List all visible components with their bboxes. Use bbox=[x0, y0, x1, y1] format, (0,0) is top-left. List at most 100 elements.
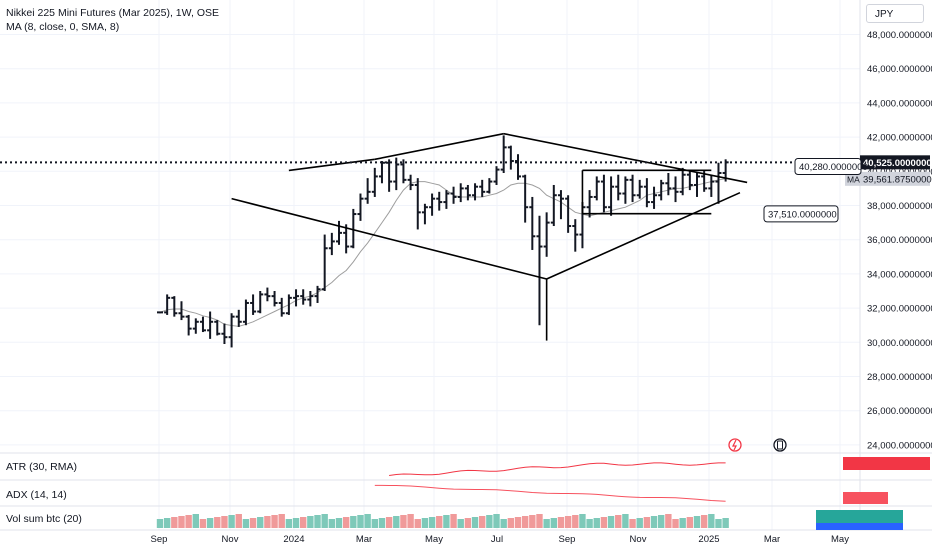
volume-bar bbox=[321, 514, 328, 528]
ohlc-bar bbox=[278, 297, 285, 317]
volume-bar bbox=[171, 517, 178, 528]
volume-bar bbox=[307, 516, 314, 528]
ohlc-bar bbox=[486, 178, 493, 194]
atr-legend[interactable]: ATR (30, RMA) bbox=[6, 461, 77, 473]
volume-bar bbox=[708, 514, 715, 528]
ohlc-bar bbox=[450, 186, 457, 204]
ohlc-bar bbox=[651, 186, 658, 209]
ohlc-bar bbox=[608, 176, 615, 216]
adx-legend[interactable]: ADX (14, 14) bbox=[6, 489, 67, 501]
ma-tag-text: MA bbox=[847, 174, 860, 184]
volume-bar bbox=[593, 518, 600, 528]
volume-bar bbox=[658, 515, 665, 528]
ohlc-bar bbox=[436, 191, 443, 211]
volume-bar bbox=[421, 518, 429, 528]
symbol-title[interactable]: Nikkei 225 Mini Futures (Mar 2025), 1W, … bbox=[6, 7, 219, 19]
volume-bar bbox=[292, 518, 300, 528]
ohlc-bar bbox=[536, 215, 543, 326]
ohlc-bar bbox=[457, 183, 464, 203]
ohlc-bar bbox=[336, 220, 342, 245]
volume-bar bbox=[450, 514, 457, 528]
drawings[interactable] bbox=[231, 132, 748, 341]
ohlc-bar bbox=[572, 219, 579, 252]
volume-bar bbox=[643, 517, 651, 528]
flash-icon bbox=[728, 438, 742, 452]
time-tick-label: May bbox=[425, 534, 443, 545]
timer-icon-circle bbox=[773, 438, 787, 452]
ohlc-bar bbox=[371, 167, 378, 197]
ohlc-bar bbox=[507, 145, 514, 170]
volume-bar bbox=[722, 518, 729, 528]
volume-bar bbox=[393, 516, 400, 528]
ohlc-bar bbox=[185, 314, 192, 336]
ohlc-bar bbox=[414, 178, 421, 230]
ma-value-badge bbox=[860, 171, 930, 186]
volume-bar bbox=[350, 516, 357, 528]
ohlc-bar bbox=[328, 232, 335, 256]
volume-bar bbox=[264, 516, 271, 528]
atr-tag bbox=[843, 457, 863, 470]
ohlc-bar bbox=[235, 309, 242, 327]
timer-icon bbox=[773, 438, 787, 452]
volume-bar bbox=[385, 517, 393, 528]
volume-bar bbox=[507, 518, 515, 528]
volume-bar bbox=[206, 518, 214, 528]
volume-bar bbox=[221, 516, 228, 528]
trendline bbox=[503, 132, 748, 184]
ohlc-bar bbox=[715, 162, 722, 204]
volume-bar bbox=[242, 519, 250, 528]
vol-legend[interactable]: Vol sum btc (20) bbox=[6, 513, 82, 525]
ohlc-bar bbox=[565, 195, 572, 233]
atr-line bbox=[389, 462, 726, 476]
volume-bar bbox=[486, 515, 493, 528]
ohlc-bar bbox=[264, 287, 271, 302]
volume-bar bbox=[314, 515, 321, 528]
volume-bar bbox=[493, 514, 500, 528]
price-tick-label: 30,000.0000000 bbox=[867, 338, 932, 349]
ohlc-bar bbox=[157, 311, 163, 314]
volume-bar bbox=[471, 517, 479, 528]
ohlc-bar bbox=[199, 316, 206, 333]
ohlc-bar bbox=[228, 313, 235, 348]
currency-button[interactable]: JPY bbox=[866, 4, 924, 23]
volume-bar bbox=[557, 517, 565, 528]
ohlc-bar bbox=[242, 299, 249, 326]
ohlc-bar bbox=[694, 173, 700, 197]
ohlc-bar bbox=[658, 179, 665, 201]
ohlc-bar bbox=[300, 289, 307, 305]
ohlc-bar bbox=[493, 166, 500, 185]
volume-ma-tag bbox=[816, 523, 860, 530]
volume-bar bbox=[185, 515, 192, 528]
ma-legend[interactable]: MA (8, close, 0, SMA, 8) bbox=[6, 21, 120, 33]
last-price-badge bbox=[860, 155, 930, 170]
volume-bar bbox=[364, 514, 371, 528]
volume-bar bbox=[636, 518, 643, 528]
volume-bar bbox=[665, 514, 672, 528]
volume-bar bbox=[199, 519, 207, 528]
ohlc-bar bbox=[629, 174, 636, 203]
volume-bar bbox=[572, 515, 579, 528]
ohlc-bar bbox=[529, 196, 536, 250]
ohlc-bar bbox=[171, 296, 178, 317]
ohlc-bar bbox=[314, 285, 321, 303]
ohlc-series bbox=[157, 135, 729, 348]
ohlc-bar bbox=[600, 174, 607, 213]
ohlc-bar bbox=[643, 178, 650, 208]
ohlc-bar bbox=[522, 174, 529, 223]
volume-bar bbox=[586, 519, 593, 528]
time-axis[interactable]: Sep Nov 2024 Mar May Jul Sep Nov 2025 Mar May bbox=[0, 529, 932, 545]
volume-bar bbox=[271, 515, 278, 528]
volume-bar bbox=[479, 516, 486, 528]
ohlc-bar bbox=[421, 203, 428, 225]
price-axis[interactable]: 48,000.0000000 46,000.0000000 44,000.00000… bbox=[859, 0, 932, 530]
volume-bar bbox=[543, 519, 550, 528]
volume-bar bbox=[285, 519, 293, 528]
volume-bar bbox=[700, 515, 708, 528]
ohlc-bar bbox=[285, 294, 292, 315]
ohlc-bar bbox=[679, 167, 686, 196]
ohlc-bar bbox=[479, 179, 486, 197]
volume-bar bbox=[156, 519, 164, 528]
timer-icon-glass bbox=[777, 440, 783, 450]
